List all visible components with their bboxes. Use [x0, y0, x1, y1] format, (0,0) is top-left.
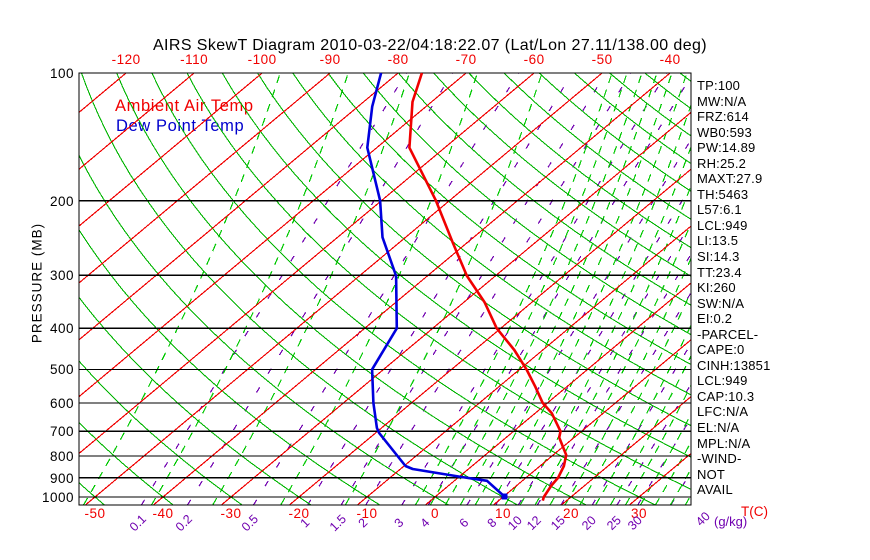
- temperature-unit-label: T(C): [741, 504, 768, 519]
- pressure-tick: 400: [49, 321, 74, 337]
- stat-line: MW:N/A: [697, 93, 747, 109]
- bottom-temp-tick: -40: [152, 506, 174, 521]
- top-temp-tick: -70: [455, 52, 477, 67]
- ambient-temp-curve: [408, 72, 568, 501]
- stat-line: MAXT:27.9: [697, 171, 763, 187]
- pressure-tick: 600: [49, 395, 74, 411]
- bottom-temp-tick: 0: [430, 506, 440, 521]
- pressure-tick: 900: [49, 470, 74, 486]
- pressure-tick: 100: [49, 66, 74, 81]
- top-temp-tick: -90: [319, 52, 341, 67]
- stat-line: WB0:593: [697, 124, 752, 140]
- stat-line: CAP:10.3: [697, 388, 755, 404]
- stat-line: TH:5463: [697, 186, 749, 202]
- stat-line: EI:0.2: [697, 311, 733, 327]
- pressure-tick: 700: [49, 424, 74, 440]
- bottom-temp-tick: 30: [630, 506, 648, 521]
- stat-line: AVAIL: [697, 482, 733, 498]
- stat-line: FRZ:614: [697, 109, 749, 125]
- stat-line: PW:14.89: [697, 140, 756, 156]
- bottom-temp-tick: -10: [356, 506, 378, 521]
- pressure-tick: 500: [49, 362, 74, 378]
- stat-line: LCL:949: [697, 373, 748, 389]
- stat-line: -WIND-: [697, 451, 742, 467]
- page-title: AIRS SkewT Diagram 2010-03-22/04:18:22.0…: [152, 37, 708, 54]
- stat-line: TP:100: [697, 78, 741, 93]
- top-temp-tick: -120: [111, 52, 141, 67]
- stat-line: SW:N/A: [697, 295, 745, 311]
- stat-line: SI:14.3: [697, 249, 740, 265]
- stat-line: L57:6.1: [697, 202, 742, 218]
- stat-line: RH:25.2: [697, 155, 747, 171]
- top-temp-tick: -50: [591, 52, 613, 67]
- stat-line: LFC:N/A: [697, 404, 749, 420]
- bottom-temp-tick: 10: [494, 506, 512, 521]
- bottom-temp-tick: 20: [562, 506, 580, 521]
- pressure-tick: 1000: [41, 490, 74, 505]
- stat-line: EL:N/A: [697, 420, 740, 436]
- bottom-temp-tick: -20: [288, 506, 310, 521]
- stat-line: KI:260: [697, 280, 736, 296]
- bottom-temp-tick: -50: [84, 506, 106, 521]
- pressure-tick: 200: [49, 193, 74, 209]
- top-temp-tick: -110: [180, 52, 209, 67]
- stat-line: TT:23.4: [697, 264, 742, 280]
- dewpoint-curve: [365, 72, 506, 498]
- bottom-temp-tick: -30: [220, 506, 242, 521]
- top-temp-tick: -40: [659, 52, 681, 67]
- stat-line: NOT: [697, 466, 726, 482]
- stat-line: MPL:N/A: [697, 435, 751, 451]
- top-temp-tick: -100: [247, 52, 277, 67]
- mixing-ratio-unit-label: (g/kg): [714, 514, 748, 529]
- stat-line: LCL:949: [697, 217, 748, 233]
- stat-line: CAPE:0: [697, 342, 745, 358]
- sounding-indices-panel: TP:100 MW:N/A FRZ:614 WB0:593 PW:14.89 RH:25.…: [697, 78, 870, 498]
- pressure-tick: 800: [49, 448, 74, 464]
- top-temp-tick: -60: [523, 52, 545, 67]
- pressure-tick: 300: [49, 268, 74, 284]
- stat-line: LI:13.5: [697, 233, 739, 249]
- stat-line: -PARCEL-: [697, 326, 759, 342]
- top-temp-tick: -80: [387, 52, 409, 67]
- stat-line: CINH:13851: [697, 357, 771, 373]
